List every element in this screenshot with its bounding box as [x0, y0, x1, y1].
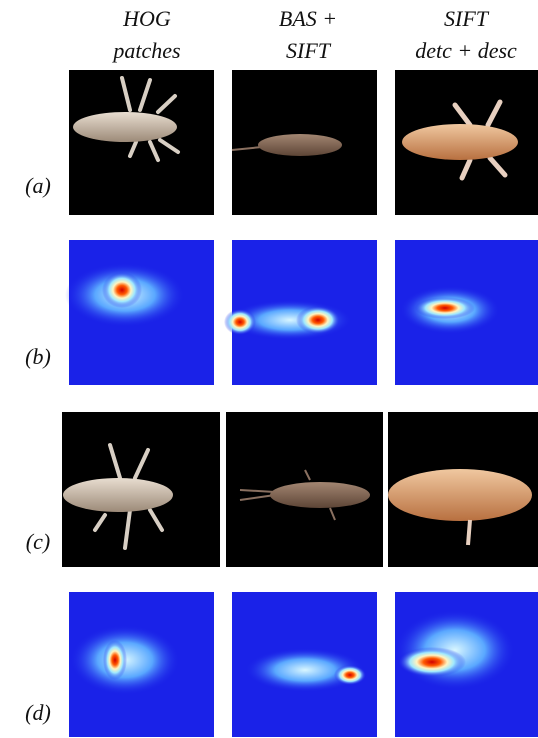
specimen-image [62, 412, 220, 567]
specimen-image [395, 70, 538, 215]
heatmap-image [395, 240, 538, 385]
heatmap-image [232, 592, 377, 737]
specimen-image [226, 412, 383, 567]
heatmap-image [65, 240, 214, 385]
heatmap-image [69, 592, 214, 737]
row-label: (a) [25, 173, 51, 198]
figure: HOG patches BAS + SIFT SIFT detc + desc … [0, 0, 538, 738]
specimen-image [232, 70, 377, 215]
heatmap-image [224, 240, 377, 385]
specimen-image [388, 412, 538, 567]
column-header: BAS + [279, 6, 337, 31]
heatmap-image [395, 592, 538, 737]
column-header: detc + desc [415, 38, 517, 63]
row-label: (c) [26, 529, 50, 554]
specimen-image [69, 70, 214, 215]
row-label: (d) [25, 700, 51, 725]
column-header: patches [111, 38, 180, 63]
column-header: HOG [122, 6, 171, 31]
column-header: SIFT [444, 6, 490, 31]
column-header: SIFT [286, 38, 332, 63]
page: {"columns": [ {"line1": "HOG", "line2": … [0, 0, 538, 738]
row-label: (b) [25, 344, 51, 369]
